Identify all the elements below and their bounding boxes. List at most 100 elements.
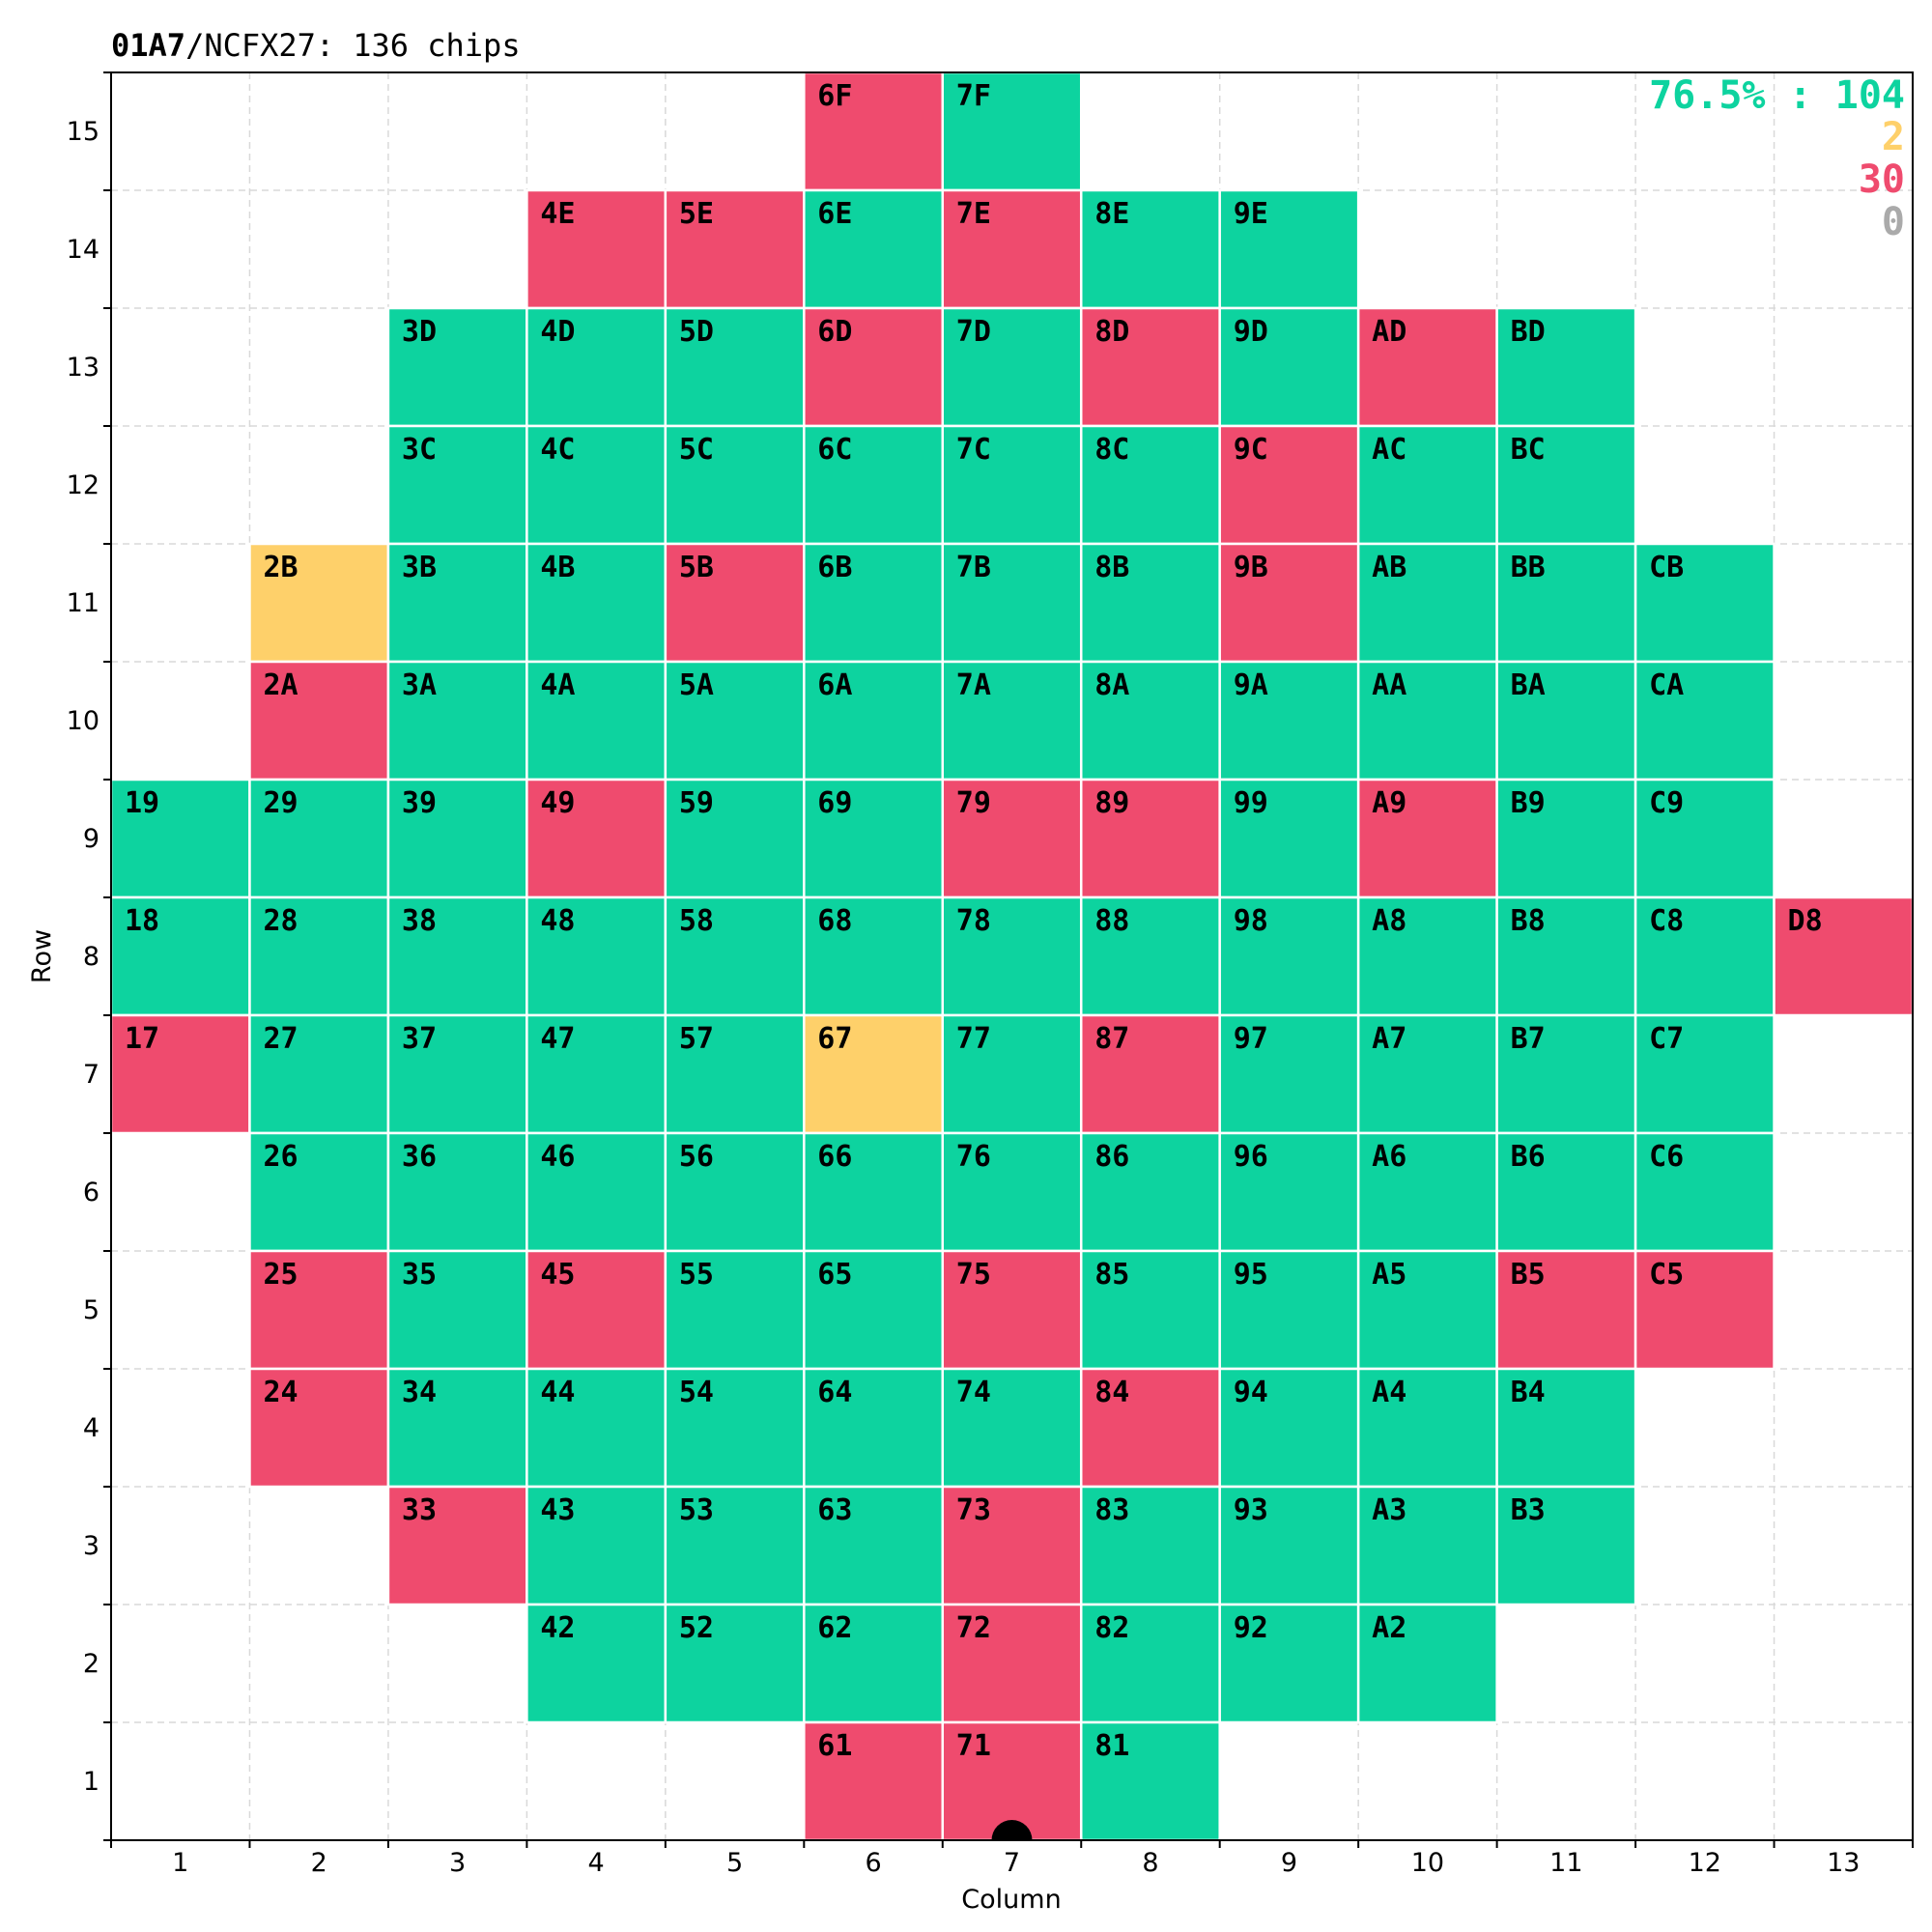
chip-cell-44[interactable]: 44 [526,1367,668,1489]
chip-cell-8A[interactable]: 8A [1079,660,1221,781]
chip-cell-3C[interactable]: 3C [386,424,528,546]
chip-cell-6F[interactable]: 6F [803,71,945,192]
chip-cell-B6[interactable]: B6 [1495,1131,1637,1253]
chip-cell-97[interactable]: 97 [1218,1013,1360,1135]
chip-cell-82[interactable]: 82 [1079,1603,1221,1724]
chip-cell-AB[interactable]: AB [1356,542,1498,664]
chip-cell-33[interactable]: 33 [386,1485,528,1606]
chip-cell-B5[interactable]: B5 [1495,1249,1637,1371]
chip-cell-18[interactable]: 18 [109,895,251,1017]
chip-cell-4D[interactable]: 4D [526,306,668,428]
chip-cell-9E[interactable]: 9E [1218,188,1360,310]
chip-cell-88[interactable]: 88 [1079,895,1221,1017]
chip-cell-6E[interactable]: 6E [803,188,945,310]
chip-cell-A5[interactable]: A5 [1356,1249,1498,1371]
chip-cell-AA[interactable]: AA [1356,660,1498,781]
chip-cell-84[interactable]: 84 [1079,1367,1221,1489]
chip-cell-4B[interactable]: 4B [526,542,668,664]
chip-cell-24[interactable]: 24 [248,1367,390,1489]
chip-cell-89[interactable]: 89 [1079,778,1221,899]
chip-cell-A8[interactable]: A8 [1356,895,1498,1017]
chip-cell-99[interactable]: 99 [1218,778,1360,899]
chip-cell-77[interactable]: 77 [941,1013,1083,1135]
chip-cell-2B[interactable]: 2B [248,542,390,664]
chip-cell-8E[interactable]: 8E [1079,188,1221,310]
chip-cell-7D[interactable]: 7D [941,306,1083,428]
chip-cell-4E[interactable]: 4E [526,188,668,310]
chip-cell-66[interactable]: 66 [803,1131,945,1253]
chip-cell-85[interactable]: 85 [1079,1249,1221,1371]
chip-cell-47[interactable]: 47 [526,1013,668,1135]
chip-cell-CB[interactable]: CB [1634,542,1776,664]
chip-cell-81[interactable]: 81 [1079,1720,1221,1842]
chip-cell-9C[interactable]: 9C [1218,424,1360,546]
chip-cell-9A[interactable]: 9A [1218,660,1360,781]
chip-cell-55[interactable]: 55 [664,1249,806,1371]
chip-cell-A6[interactable]: A6 [1356,1131,1498,1253]
chip-cell-35[interactable]: 35 [386,1249,528,1371]
chip-cell-BB[interactable]: BB [1495,542,1637,664]
chip-cell-92[interactable]: 92 [1218,1603,1360,1724]
chip-cell-A2[interactable]: A2 [1356,1603,1498,1724]
chip-cell-94[interactable]: 94 [1218,1367,1360,1489]
chip-cell-87[interactable]: 87 [1079,1013,1221,1135]
chip-cell-7A[interactable]: 7A [941,660,1083,781]
chip-cell-C7[interactable]: C7 [1634,1013,1776,1135]
chip-cell-34[interactable]: 34 [386,1367,528,1489]
chip-cell-D8[interactable]: D8 [1773,895,1915,1017]
chip-cell-BD[interactable]: BD [1495,306,1637,428]
chip-cell-64[interactable]: 64 [803,1367,945,1489]
chip-cell-29[interactable]: 29 [248,778,390,899]
chip-cell-69[interactable]: 69 [803,778,945,899]
chip-cell-A7[interactable]: A7 [1356,1013,1498,1135]
chip-cell-56[interactable]: 56 [664,1131,806,1253]
chip-cell-2A[interactable]: 2A [248,660,390,781]
chip-cell-4A[interactable]: 4A [526,660,668,781]
chip-cell-25[interactable]: 25 [248,1249,390,1371]
chip-cell-B8[interactable]: B8 [1495,895,1637,1017]
chip-cell-8B[interactable]: 8B [1079,542,1221,664]
chip-cell-7F[interactable]: 7F [941,71,1083,192]
chip-cell-93[interactable]: 93 [1218,1485,1360,1606]
chip-cell-AC[interactable]: AC [1356,424,1498,546]
chip-cell-73[interactable]: 73 [941,1485,1083,1606]
chip-cell-79[interactable]: 79 [941,778,1083,899]
chip-cell-49[interactable]: 49 [526,778,668,899]
chip-cell-61[interactable]: 61 [803,1720,945,1842]
chip-cell-36[interactable]: 36 [386,1131,528,1253]
chip-cell-46[interactable]: 46 [526,1131,668,1253]
chip-cell-62[interactable]: 62 [803,1603,945,1724]
chip-cell-9B[interactable]: 9B [1218,542,1360,664]
chip-cell-27[interactable]: 27 [248,1013,390,1135]
chip-cell-63[interactable]: 63 [803,1485,945,1606]
chip-cell-C5[interactable]: C5 [1634,1249,1776,1371]
chip-cell-59[interactable]: 59 [664,778,806,899]
chip-cell-86[interactable]: 86 [1079,1131,1221,1253]
chip-cell-B9[interactable]: B9 [1495,778,1637,899]
chip-cell-43[interactable]: 43 [526,1485,668,1606]
chip-cell-53[interactable]: 53 [664,1485,806,1606]
chip-cell-26[interactable]: 26 [248,1131,390,1253]
chip-cell-C8[interactable]: C8 [1634,895,1776,1017]
chip-cell-39[interactable]: 39 [386,778,528,899]
chip-cell-52[interactable]: 52 [664,1603,806,1724]
chip-cell-6D[interactable]: 6D [803,306,945,428]
chip-cell-A9[interactable]: A9 [1356,778,1498,899]
chip-cell-C6[interactable]: C6 [1634,1131,1776,1253]
chip-cell-19[interactable]: 19 [109,778,251,899]
chip-cell-6A[interactable]: 6A [803,660,945,781]
chip-cell-76[interactable]: 76 [941,1131,1083,1253]
chip-cell-7B[interactable]: 7B [941,542,1083,664]
chip-cell-3A[interactable]: 3A [386,660,528,781]
chip-cell-75[interactable]: 75 [941,1249,1083,1371]
chip-cell-54[interactable]: 54 [664,1367,806,1489]
chip-cell-AD[interactable]: AD [1356,306,1498,428]
chip-cell-57[interactable]: 57 [664,1013,806,1135]
chip-cell-A4[interactable]: A4 [1356,1367,1498,1489]
chip-cell-B7[interactable]: B7 [1495,1013,1637,1135]
chip-cell-5D[interactable]: 5D [664,306,806,428]
chip-cell-B3[interactable]: B3 [1495,1485,1637,1606]
chip-cell-38[interactable]: 38 [386,895,528,1017]
chip-cell-BC[interactable]: BC [1495,424,1637,546]
chip-cell-8C[interactable]: 8C [1079,424,1221,546]
